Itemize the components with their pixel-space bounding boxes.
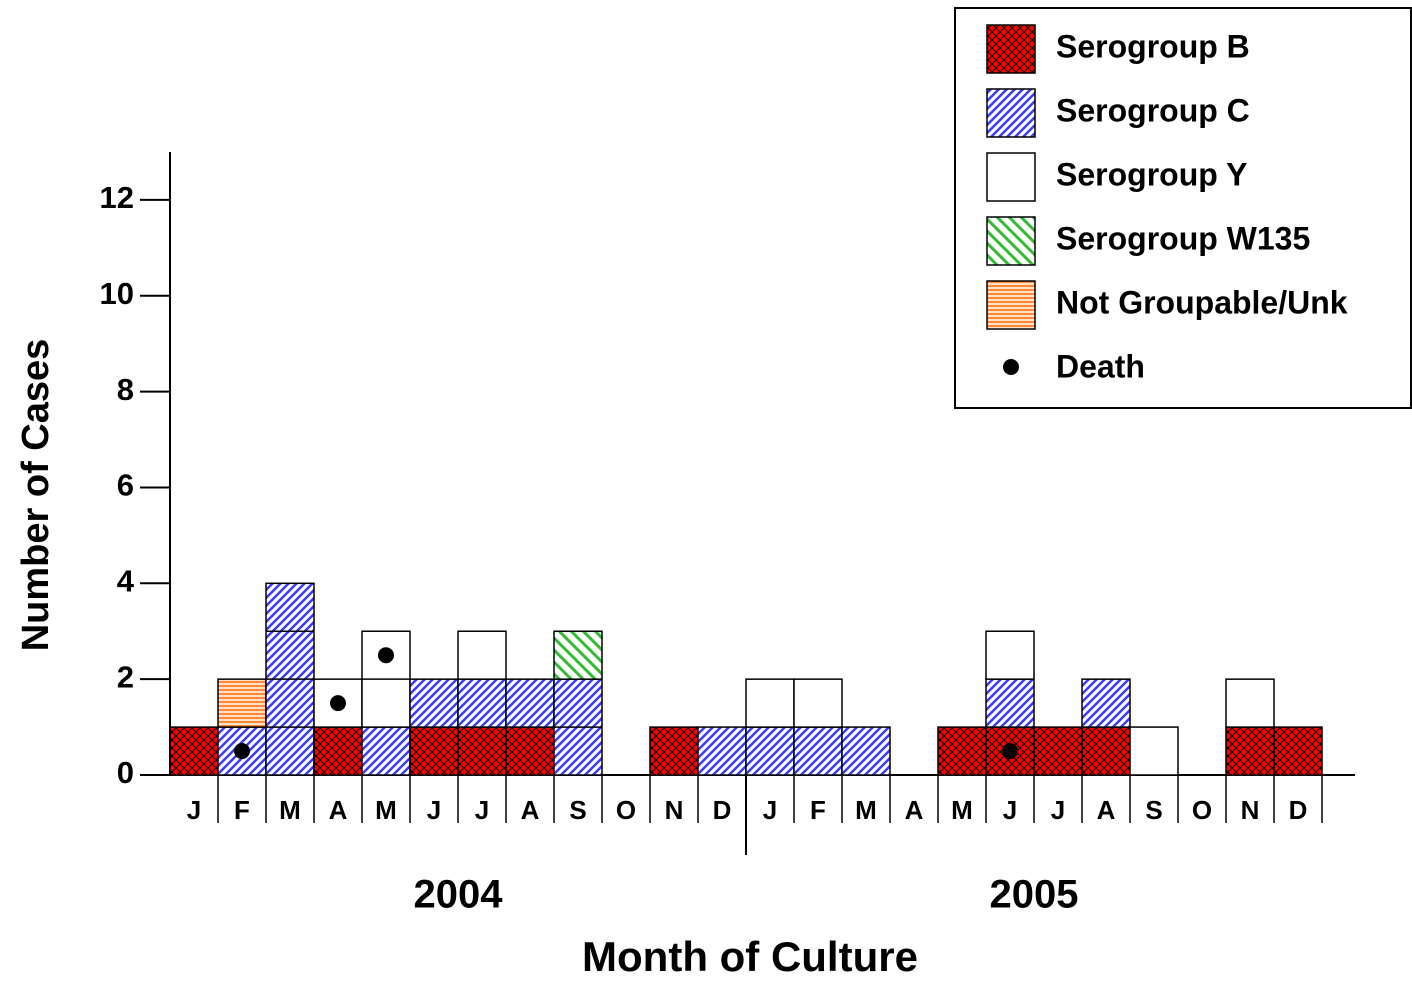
legend-label: Serogroup W135	[1056, 220, 1310, 256]
legend-label: Death	[1056, 348, 1145, 384]
year-label: 2004	[414, 873, 504, 917]
x-tick-label: J	[1051, 795, 1065, 825]
bar-segment	[1081, 678, 1131, 728]
x-tick-label: S	[569, 795, 586, 825]
y-tick-label: 0	[117, 755, 134, 790]
bar-segment	[793, 726, 843, 776]
x-tick-label: N	[665, 795, 684, 825]
bar-segment	[985, 630, 1035, 680]
bar-segment	[457, 678, 507, 728]
y-tick-label: 6	[117, 468, 134, 503]
legend-marker	[1003, 359, 1019, 375]
death-marker	[234, 743, 250, 760]
death-marker	[330, 695, 346, 712]
bar-segment	[1129, 726, 1179, 776]
x-tick-label: O	[1192, 795, 1212, 825]
bar-segment	[649, 726, 699, 776]
bar-segment	[1081, 726, 1131, 776]
bar-segment	[169, 726, 219, 776]
x-axis-title: Month of Culture	[582, 933, 918, 980]
x-tick-label: A	[521, 795, 540, 825]
legend-swatch	[986, 24, 1036, 74]
bar-segment	[697, 726, 747, 776]
bar-segment	[313, 726, 363, 776]
x-tick-label: A	[1097, 795, 1116, 825]
bar-segment	[409, 726, 459, 776]
y-axis-title: Number of Cases	[15, 339, 57, 652]
x-tick-label: J	[475, 795, 489, 825]
y-tick-label: 2	[117, 659, 134, 694]
y-tick-label: 10	[100, 276, 134, 311]
legend-label: Serogroup C	[1056, 92, 1250, 128]
bar-segment	[745, 678, 795, 728]
legend-label: Serogroup B	[1056, 28, 1250, 64]
bar-segment	[1225, 678, 1275, 728]
x-tick-label: M	[279, 795, 301, 825]
death-marker	[1002, 743, 1018, 760]
bar-segment	[1273, 726, 1323, 776]
legend-swatch	[986, 216, 1036, 266]
x-tick-label: F	[234, 795, 250, 825]
legend-swatch	[986, 280, 1036, 330]
legend-box	[954, 7, 1412, 409]
x-tick-label: J	[427, 795, 441, 825]
bar-segment	[793, 678, 843, 728]
bar-segment	[745, 726, 795, 776]
bar-segment	[457, 630, 507, 680]
y-tick-label: 8	[117, 372, 134, 407]
death-marker	[378, 647, 394, 664]
x-tick-label: O	[616, 795, 636, 825]
bar-segment	[217, 678, 267, 728]
bar-segment	[361, 726, 411, 776]
x-tick-label: D	[1289, 795, 1308, 825]
x-tick-label: S	[1145, 795, 1162, 825]
y-tick-label: 4	[117, 563, 135, 598]
bar-segment	[505, 678, 555, 728]
x-tick-label: D	[713, 795, 732, 825]
x-tick-label: J	[1003, 795, 1017, 825]
x-tick-label: J	[763, 795, 777, 825]
legend-swatch	[986, 88, 1036, 138]
year-label: 2005	[990, 873, 1079, 917]
x-tick-label: J	[187, 795, 201, 825]
bar-segment	[1225, 726, 1275, 776]
bar-segment	[457, 726, 507, 776]
bar-segment	[553, 630, 603, 680]
x-tick-label: M	[951, 795, 973, 825]
legend-label: Not Groupable/Unk	[1056, 284, 1348, 320]
x-tick-label: A	[329, 795, 348, 825]
x-tick-label: F	[810, 795, 826, 825]
bar-segment	[985, 678, 1035, 728]
x-tick-label: A	[905, 795, 924, 825]
legend-swatch	[986, 152, 1036, 202]
bar-segment	[409, 678, 459, 728]
bar-segment	[841, 726, 891, 776]
y-tick-label: 12	[100, 180, 134, 215]
bar-segment	[937, 726, 987, 776]
bar-segment	[1033, 726, 1083, 776]
x-tick-label: M	[855, 795, 877, 825]
x-tick-label: M	[375, 795, 397, 825]
x-tick-label: N	[1241, 795, 1260, 825]
legend-label: Serogroup Y	[1056, 156, 1247, 192]
bar-segment	[505, 726, 555, 776]
